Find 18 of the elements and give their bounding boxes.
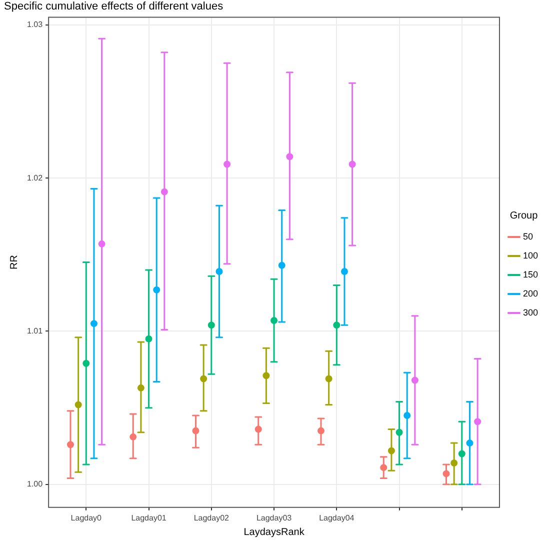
y-axis-title: RR (8, 255, 20, 270)
x-tick-label: Lagday0 (70, 513, 102, 522)
y-tick-label: 1.00 (26, 480, 44, 489)
legend-label: 300 (522, 307, 538, 318)
x-tick-label: Lagday04 (319, 513, 355, 522)
x-axis-title: LaydaysRank (244, 526, 306, 538)
legend-title: Group (510, 210, 538, 222)
y-tick-label: 1.02 (26, 173, 44, 182)
x-tick-label: Lagday03 (256, 513, 292, 522)
y-tick-label: 1.03 (26, 20, 44, 30)
chart-title: Specific cumulative effects of different values (4, 0, 224, 13)
legend-label: 150 (522, 269, 538, 280)
legend-label: 50 (522, 231, 533, 242)
x-tick-label: Lagday02 (194, 513, 230, 522)
x-tick-label: Lagday01 (131, 513, 167, 522)
y-tick-label: 1.01 (26, 326, 44, 336)
legend-label: 200 (522, 288, 538, 298)
legend-label: 100 (522, 250, 538, 260)
